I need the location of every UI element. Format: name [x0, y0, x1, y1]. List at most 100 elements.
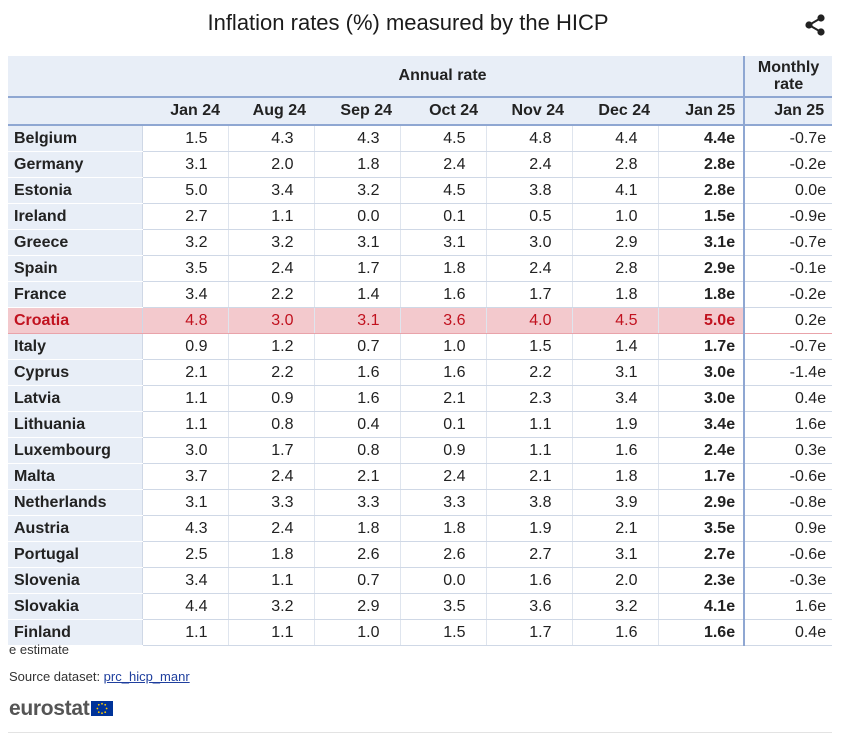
cell-value: 0.4: [314, 411, 401, 438]
header-corner: [8, 56, 142, 98]
group-header-monthly: Monthly rate: [743, 56, 833, 98]
table-row: Slovakia 4.4 3.2 2.9 3.5 3.6 3.2 4.1e 1.6e: [8, 593, 833, 620]
cell-value: 3.1: [141, 489, 229, 516]
cell-value: -1.4e: [743, 359, 833, 386]
cell-value: 3.8: [486, 177, 573, 204]
cell-value: 4.8: [141, 307, 229, 334]
month-header-5: Dec 24: [572, 97, 658, 126]
month-header-2: Sep 24: [314, 97, 400, 126]
cell-value: -0.3e: [743, 567, 833, 594]
estimate-note: e estimate: [9, 642, 69, 657]
cell-value: 1.6: [486, 567, 573, 594]
cell-value: 2.8: [572, 255, 659, 282]
cell-value: 3.4: [228, 177, 315, 204]
cell-value: 1.8: [400, 255, 487, 282]
cell-value: 1.1: [141, 411, 229, 438]
source-prefix: Source dataset:: [9, 669, 104, 684]
cell-value: 1.1: [141, 619, 229, 646]
cell-value: 0.2e: [743, 307, 833, 334]
cell-value: 3.3: [228, 489, 315, 516]
cell-value: 1.0: [314, 619, 401, 646]
country-name: France: [8, 281, 142, 308]
country-name: Spain: [8, 255, 142, 282]
cell-value: 4.5: [400, 125, 487, 152]
cell-value: 4.1e: [658, 593, 745, 620]
cell-value: 0.0e: [743, 177, 833, 204]
country-name: Netherlands: [8, 489, 142, 516]
cell-value: 2.4: [228, 515, 315, 542]
cell-value: -0.7e: [743, 125, 833, 152]
cell-value: 3.6: [400, 307, 487, 334]
cell-value: 1.1: [486, 437, 573, 464]
cell-value: -0.7e: [743, 229, 833, 256]
cell-value: 3.1e: [658, 229, 745, 256]
cell-value: 3.1: [314, 307, 401, 334]
cell-value: 2.8: [572, 151, 659, 178]
cell-value: 4.5: [400, 177, 487, 204]
month-header-7: Jan 25: [743, 97, 833, 126]
cell-value: 3.0: [228, 307, 315, 334]
table-row: Finland 1.1 1.1 1.0 1.5 1.7 1.6 1.6e 0.4e: [8, 619, 833, 646]
cell-value: 2.7e: [658, 541, 745, 568]
eu-flag-icon: [91, 701, 114, 716]
table-row: Ireland 2.7 1.1 0.0 0.1 0.5 1.0 1.5e -0.9e: [8, 203, 833, 230]
cell-value: 3.8: [486, 489, 573, 516]
cell-value: 3.9: [572, 489, 659, 516]
share-icon[interactable]: [802, 12, 828, 38]
cell-value: 2.1: [400, 385, 487, 412]
country-name: Latvia: [8, 385, 142, 412]
cell-value: 1.4: [572, 333, 659, 360]
table-row: Cyprus 2.1 2.2 1.6 1.6 2.2 3.1 3.0e -1.4e: [8, 359, 833, 386]
month-header-0: Jan 24: [142, 97, 228, 126]
cell-value: 3.4e: [658, 411, 745, 438]
cell-value: 2.6: [400, 541, 487, 568]
cell-value: 1.1: [228, 619, 315, 646]
source-dataset-link[interactable]: prc_hicp_manr: [103, 669, 190, 684]
cell-value: 3.2: [141, 229, 229, 256]
cell-value: 2.9e: [658, 489, 745, 516]
table-row: Belgium 1.5 4.3 4.3 4.5 4.8 4.4 4.4e -0.7e: [8, 125, 833, 152]
cell-value: 1.1: [141, 385, 229, 412]
cell-value: 0.9: [141, 333, 229, 360]
country-name: Slovenia: [8, 567, 142, 594]
cell-value: 2.7: [486, 541, 573, 568]
cell-value: 2.4e: [658, 437, 745, 464]
cell-value: 5.0e: [658, 307, 745, 334]
cell-value: 5.0: [141, 177, 229, 204]
cell-value: 1.0: [400, 333, 487, 360]
cell-value: 2.4: [486, 255, 573, 282]
cell-value: 1.8: [314, 515, 401, 542]
cell-value: 0.4e: [743, 385, 833, 412]
cell-value: 1.5: [141, 125, 229, 152]
cell-value: 1.7e: [658, 463, 745, 490]
country-name: Malta: [8, 463, 142, 490]
cell-value: 0.9: [400, 437, 487, 464]
cell-value: 2.2: [486, 359, 573, 386]
cell-value: 1.7: [314, 255, 401, 282]
cell-value: 1.9: [572, 411, 659, 438]
cell-value: 3.2: [572, 593, 659, 620]
table-row: Italy 0.9 1.2 0.7 1.0 1.5 1.4 1.7e -0.7e: [8, 333, 833, 360]
cell-value: 1.7: [486, 281, 573, 308]
cell-value: 2.8e: [658, 177, 745, 204]
table-row: Netherlands 3.1 3.3 3.3 3.3 3.8 3.9 2.9e -0.8e: [8, 489, 833, 516]
cell-value: 2.2: [228, 359, 315, 386]
country-name: Greece: [8, 229, 142, 256]
cell-value: 3.1: [141, 151, 229, 178]
country-name: Cyprus: [8, 359, 142, 386]
cell-value: 4.3: [228, 125, 315, 152]
cell-value: 0.9e: [743, 515, 833, 542]
cell-value: 4.4: [141, 593, 229, 620]
cell-value: 2.6: [314, 541, 401, 568]
cell-value: 2.0: [572, 567, 659, 594]
cell-value: 4.3: [141, 515, 229, 542]
cell-value: 3.2: [228, 593, 315, 620]
cell-value: 3.4: [141, 567, 229, 594]
cell-value: 2.1: [314, 463, 401, 490]
cell-value: 1.5: [486, 333, 573, 360]
cell-value: 1.8: [400, 515, 487, 542]
cell-value: 1.6e: [743, 593, 833, 620]
cell-value: 2.9e: [658, 255, 745, 282]
chart-title: Inflation rates (%) measured by the HICP: [207, 10, 609, 35]
eurostat-logo[interactable]: eurostat: [9, 697, 114, 721]
